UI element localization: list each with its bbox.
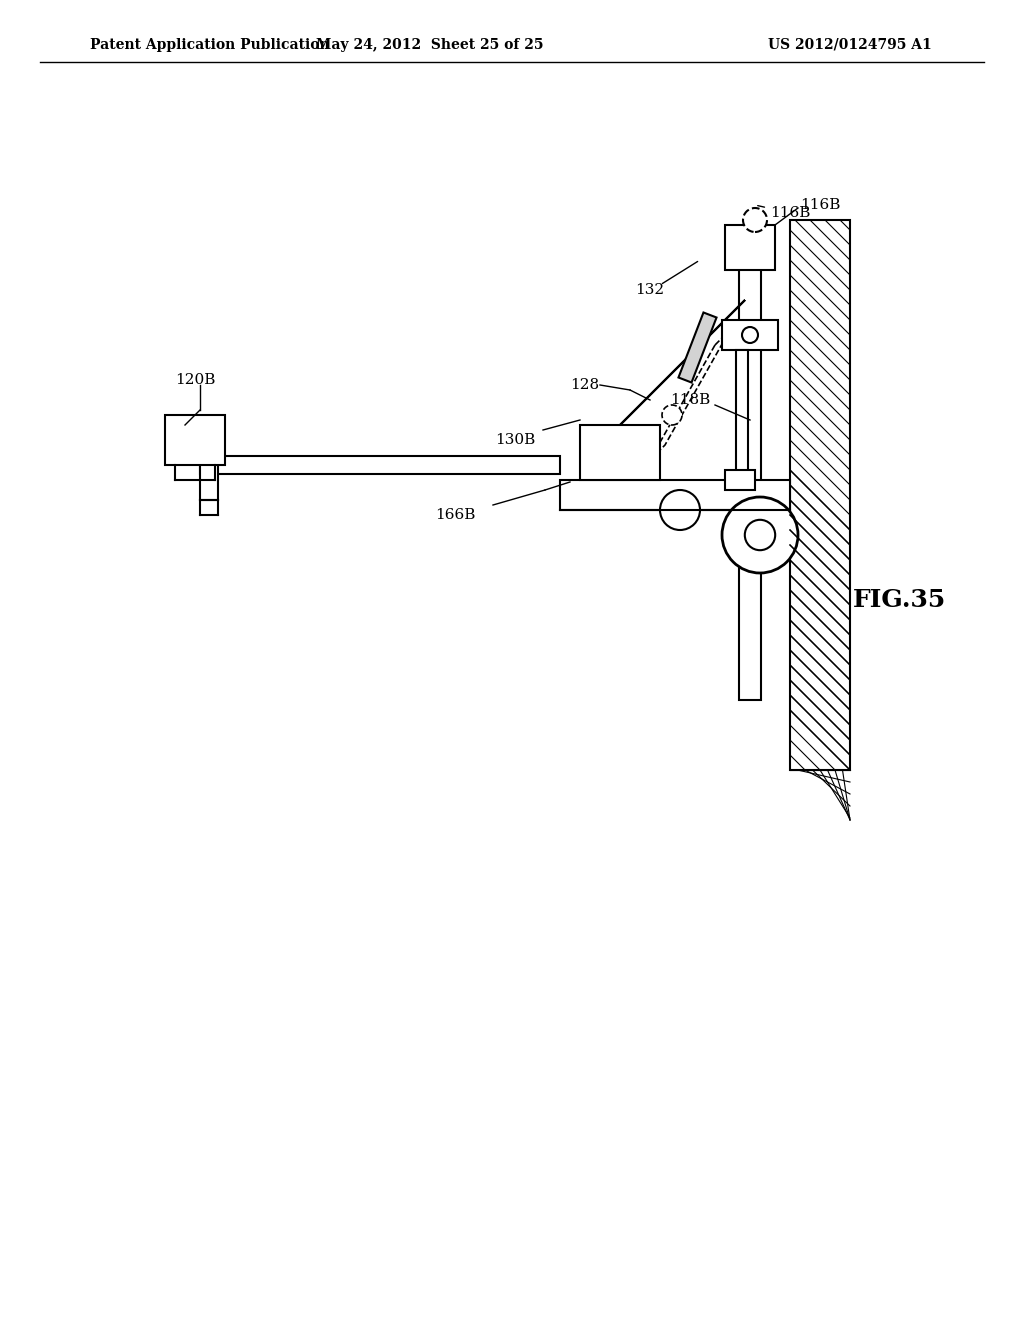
Bar xyxy=(200,430,218,500)
Circle shape xyxy=(743,209,767,232)
Bar xyxy=(580,425,660,480)
Circle shape xyxy=(662,405,682,425)
Polygon shape xyxy=(679,313,717,383)
Bar xyxy=(722,319,778,350)
Circle shape xyxy=(742,327,758,343)
Circle shape xyxy=(744,520,775,550)
Text: 120B: 120B xyxy=(175,374,215,387)
Bar xyxy=(560,480,790,510)
Text: 166B: 166B xyxy=(435,508,475,521)
Polygon shape xyxy=(650,330,730,459)
Text: 116B: 116B xyxy=(800,198,841,213)
Bar xyxy=(200,455,560,474)
Bar xyxy=(790,220,850,770)
Circle shape xyxy=(722,498,798,573)
Bar xyxy=(725,470,755,490)
Bar xyxy=(165,414,225,465)
Bar xyxy=(725,224,775,271)
Circle shape xyxy=(660,490,700,531)
Text: 128: 128 xyxy=(570,378,599,392)
Bar xyxy=(736,350,748,480)
Text: Patent Application Publication: Patent Application Publication xyxy=(90,38,330,51)
Bar xyxy=(739,240,761,700)
Text: FIG.35: FIG.35 xyxy=(853,587,946,612)
Text: May 24, 2012  Sheet 25 of 25: May 24, 2012 Sheet 25 of 25 xyxy=(316,38,544,51)
Polygon shape xyxy=(605,300,745,440)
Text: 116B: 116B xyxy=(758,206,810,220)
Text: 118B: 118B xyxy=(670,393,711,407)
Text: 132: 132 xyxy=(635,282,665,297)
Text: 130B: 130B xyxy=(495,433,536,447)
Text: US 2012/0124795 A1: US 2012/0124795 A1 xyxy=(768,38,932,51)
